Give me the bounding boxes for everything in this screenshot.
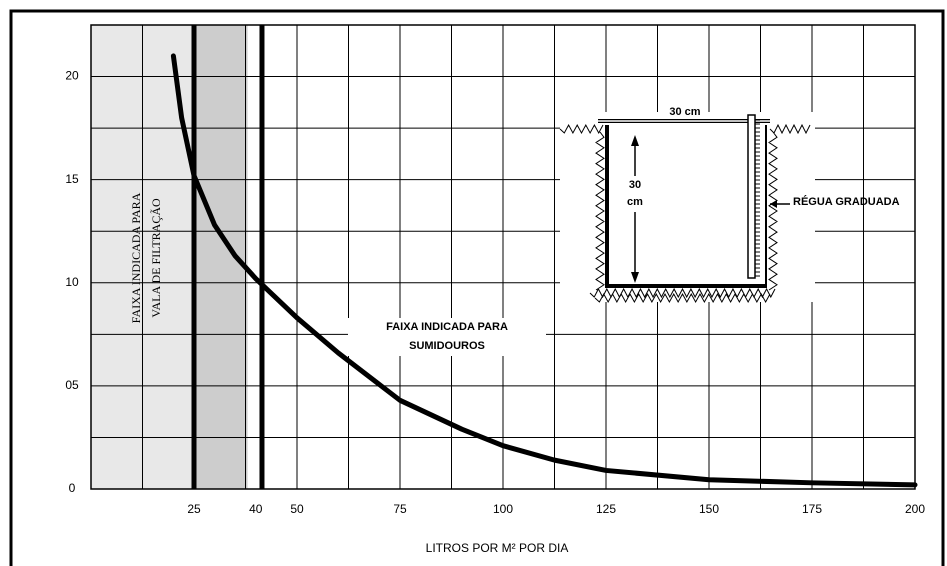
ruler	[747, 114, 756, 279]
width-label: 30 cm	[669, 106, 700, 118]
annotation: FAIXA INDICADA PARA	[129, 192, 143, 323]
x-tick-label: 200	[905, 502, 925, 516]
curve	[170, 53, 918, 488]
ruler-ticks	[755, 119, 760, 277]
x-tick-label: 40	[249, 502, 263, 516]
pointer-head	[770, 200, 777, 208]
depth-label: 30	[629, 179, 641, 191]
annotation-bg	[348, 318, 546, 356]
annotation: VALA DE FILTRAÇÃO	[149, 198, 163, 318]
x-tick-label: 50	[290, 502, 304, 516]
inset-bg	[560, 112, 815, 302]
x-tick-label: 150	[699, 502, 719, 516]
shaded-region	[194, 25, 248, 489]
annotation: SUMIDOUROS	[409, 340, 485, 352]
inset-diagram: 30 cm 30 cm RÉGUA GRADUADA	[559, 106, 900, 304]
label-bg	[624, 176, 646, 212]
x-tick-label: 175	[802, 502, 822, 516]
x-tick-label: 100	[493, 502, 513, 516]
x-axis-label: LITROS POR M² POR DIA	[426, 541, 569, 555]
x-tick-label: 25	[187, 502, 201, 516]
y-tick-label: 0	[69, 481, 76, 495]
y-tick-label: 05	[65, 378, 79, 392]
ground	[559, 123, 811, 304]
y-tick-label: 15	[65, 172, 79, 186]
x-tick-label: 75	[393, 502, 407, 516]
x-tick-label: 125	[596, 502, 616, 516]
plot-border	[90, 24, 916, 490]
marks	[170, 25, 918, 489]
y-tick-label: 20	[65, 69, 79, 83]
y-tick-label: 10	[65, 275, 79, 289]
ruler-label: RÉGUA GRADUADA	[793, 195, 900, 208]
frame	[9, 9, 945, 566]
annotation-bg	[348, 318, 546, 356]
depth-label: cm	[627, 196, 643, 208]
annotation: FAIXA INDICADA PARA	[386, 321, 508, 333]
